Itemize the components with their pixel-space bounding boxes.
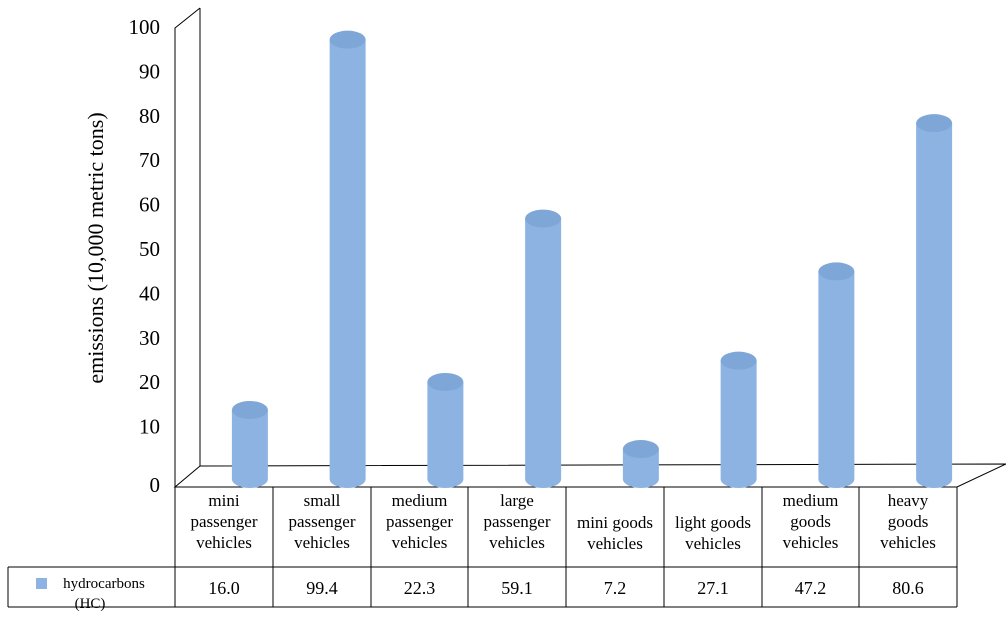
value-label: 27.1 xyxy=(697,578,729,598)
category-label: medium goods vehicles xyxy=(783,491,839,552)
category-label: mini goods vehicles xyxy=(577,513,653,553)
y-tick-label: 90 xyxy=(139,59,160,83)
y-tick-label: 50 xyxy=(139,237,160,261)
bar-top xyxy=(818,262,855,281)
y-tick-label: 30 xyxy=(139,326,160,350)
category-label: small passenger vehicles xyxy=(288,491,355,552)
value-label: 22.3 xyxy=(404,578,436,598)
value-label: 47.2 xyxy=(795,578,827,598)
value-label: 16.0 xyxy=(208,578,240,598)
bar-5 xyxy=(720,351,757,488)
bar-top xyxy=(720,351,757,370)
value-label: 80.6 xyxy=(892,578,924,598)
y-tick-label: 20 xyxy=(139,370,160,394)
y-tick-label: 0 xyxy=(150,473,161,497)
y-axis-label: emissions (10,000 metric tons) xyxy=(83,112,108,383)
bar-7 xyxy=(916,114,953,489)
y-tick-label: 70 xyxy=(139,148,160,172)
bar-top xyxy=(329,30,366,49)
category-label: large passenger vehicles xyxy=(483,491,550,552)
bar-6 xyxy=(818,262,855,488)
y-tick-label: 60 xyxy=(139,193,160,217)
legend-swatch xyxy=(36,578,47,589)
y-tick-label: 10 xyxy=(139,415,160,439)
y-tick-label: 40 xyxy=(139,281,160,305)
bar-body xyxy=(231,409,268,488)
bar-body xyxy=(720,360,757,488)
y-axis: 0 10 20 30 40 50 60 70 80 90 100 xyxy=(129,15,161,497)
bar-body xyxy=(329,39,366,488)
bar-2 xyxy=(427,372,464,488)
bar-body xyxy=(525,218,562,488)
chart-floor xyxy=(173,463,1006,488)
value-label: 7.2 xyxy=(604,578,627,598)
bar-top xyxy=(525,209,562,228)
bar-3 xyxy=(525,209,562,488)
category-label: mini passenger vehicles xyxy=(190,491,257,552)
chart-walls xyxy=(173,7,1006,488)
bar-top xyxy=(622,440,659,459)
bar-body xyxy=(427,381,464,488)
left-wall-line xyxy=(174,7,201,487)
y-tick-label: 100 xyxy=(129,15,161,39)
bar-body xyxy=(622,449,659,488)
bar-0 xyxy=(231,400,268,488)
category-label: heavy goods vehicles xyxy=(880,491,936,552)
value-label: 99.4 xyxy=(306,578,338,598)
bar-top xyxy=(231,400,268,419)
bar-body xyxy=(916,123,953,489)
bar-4 xyxy=(622,440,659,488)
data-table: mini passenger vehicles small passenger vehic… xyxy=(7,487,958,612)
category-label: medium passenger vehicles xyxy=(386,491,453,552)
category-label: light goods vehicles xyxy=(675,513,751,553)
value-label: 59.1 xyxy=(501,578,533,598)
bar-top xyxy=(916,114,953,133)
bar-top xyxy=(427,372,464,391)
legend-label: hydrocarbons (HC) xyxy=(63,576,145,612)
bar-1 xyxy=(329,30,366,488)
bars xyxy=(231,30,953,489)
bar-body xyxy=(818,271,855,488)
y-tick-label: 80 xyxy=(139,104,160,128)
